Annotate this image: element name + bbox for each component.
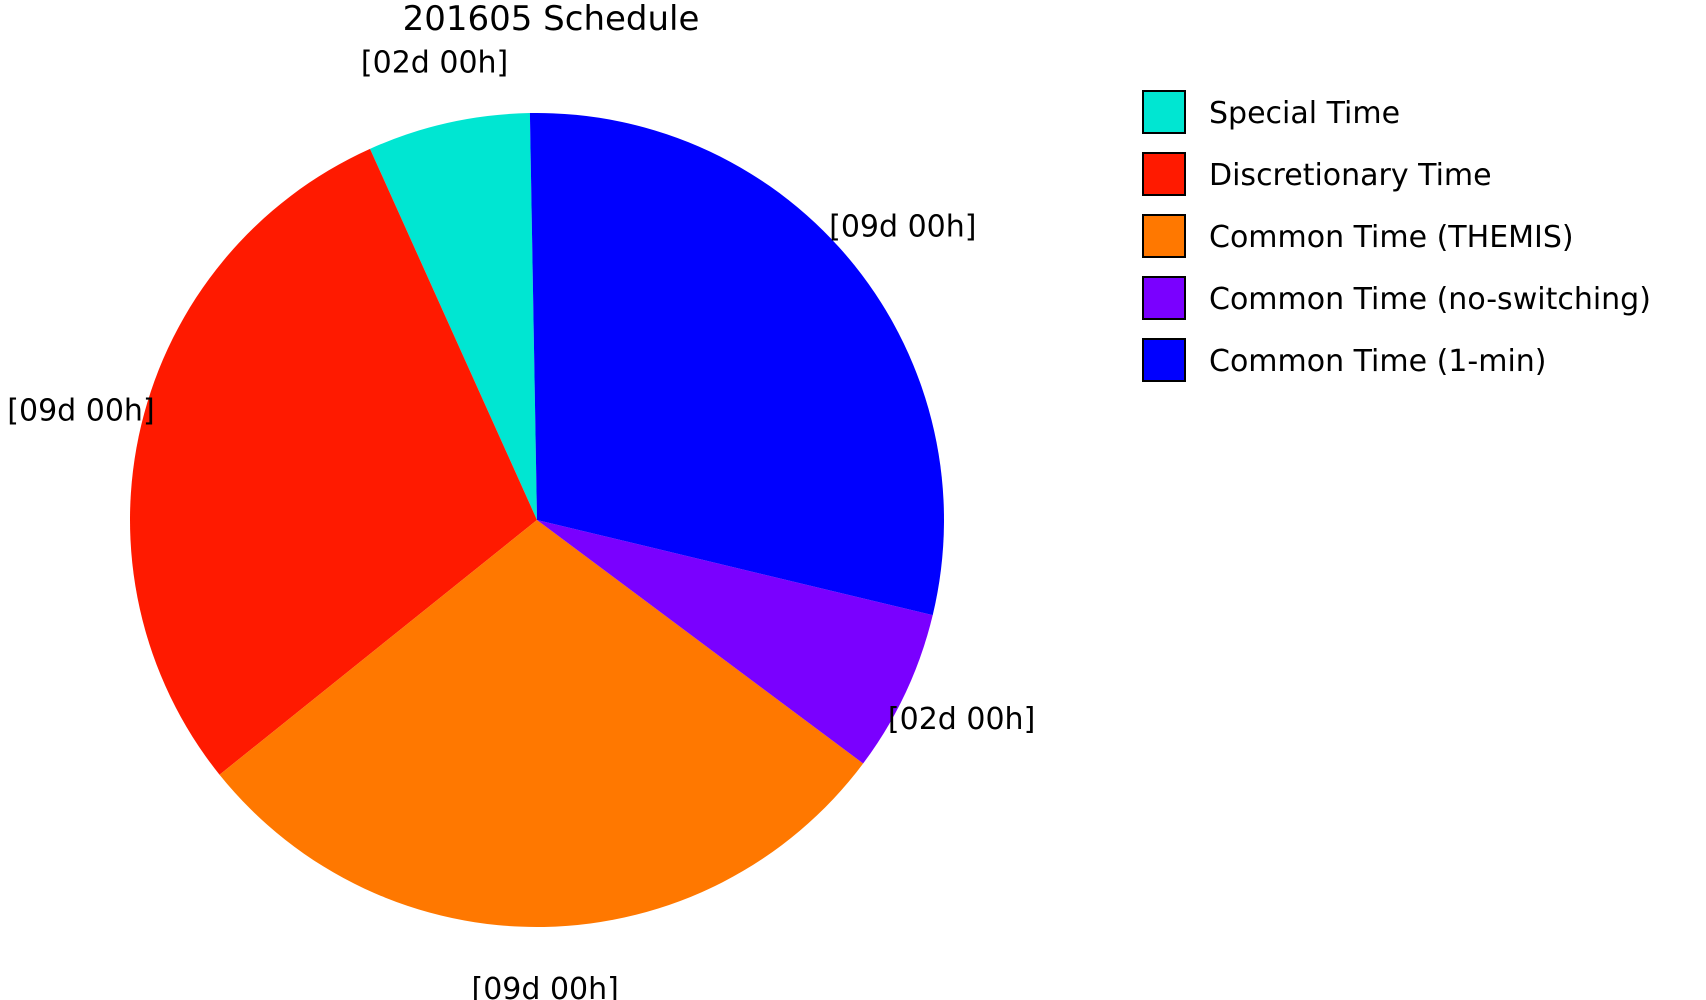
chart-title: 201605 Schedule xyxy=(403,0,700,39)
slice-value-label: [09d 00h] xyxy=(7,393,154,428)
legend-label: Common Time (1-min) xyxy=(1209,344,1547,379)
slice-value-label: [02d 00h] xyxy=(888,702,1035,737)
legend-swatch xyxy=(1142,152,1186,196)
slice-labels: [02d 00h] [09d 00h] [09d 00h] [02d 00h] [09d… xyxy=(7,45,1035,1000)
legend: Special Time Discretionary Time Common Tim… xyxy=(1142,90,1651,382)
legend-swatch xyxy=(1142,338,1186,382)
legend-swatch xyxy=(1142,214,1186,258)
legend-label: Common Time (no-switching) xyxy=(1209,282,1651,317)
legend-label: Discretionary Time xyxy=(1209,158,1492,193)
legend-swatch xyxy=(1142,276,1186,320)
legend-swatch xyxy=(1142,90,1186,134)
slice-value-label: [02d 00h] xyxy=(361,45,508,80)
legend-label: Special Time xyxy=(1209,96,1400,131)
pie-slices xyxy=(130,113,944,927)
slice-value-label: [09d 00h] xyxy=(472,972,619,1000)
pie-slice xyxy=(130,148,538,775)
pie-slice xyxy=(369,113,537,521)
pie-slice xyxy=(537,520,933,764)
slice-value-label: [09d 00h] xyxy=(829,209,976,244)
pie-slice xyxy=(529,113,944,616)
pie-slice xyxy=(219,520,864,927)
legend-label: Common Time (THEMIS) xyxy=(1209,220,1574,255)
